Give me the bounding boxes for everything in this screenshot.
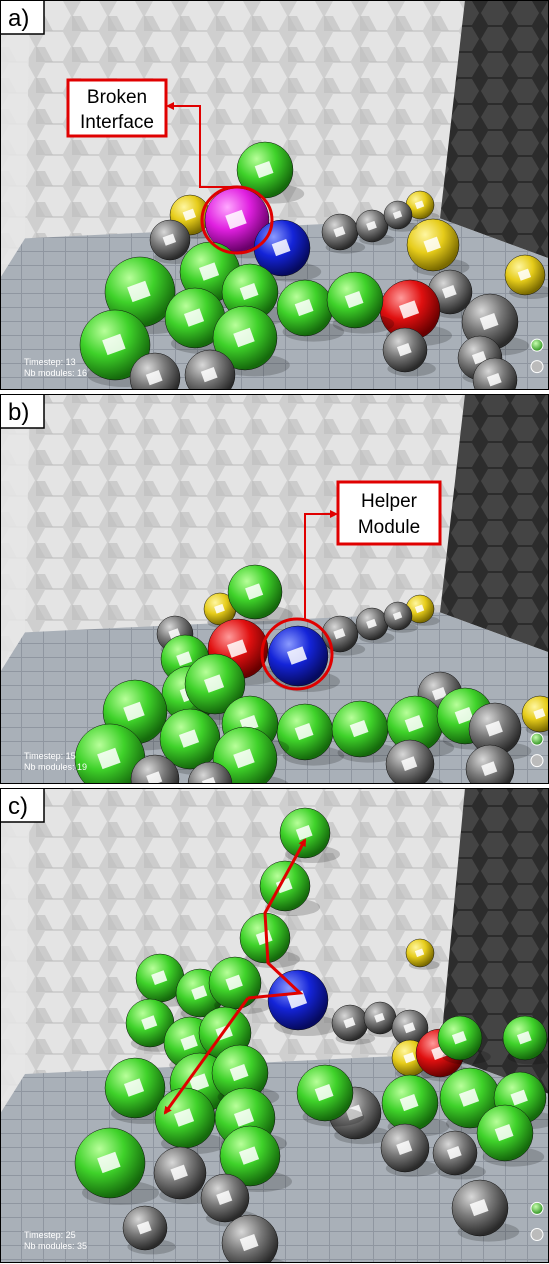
panel: Timestep: 13Nb modules: 16 a) Broken Interf… <box>0 0 549 408</box>
button <box>531 733 543 745</box>
status-text: Nb modules: 35 <box>24 1241 87 1251</box>
panel-label: c) <box>8 793 28 820</box>
button <box>531 755 543 767</box>
annotation: Broken <box>87 87 147 108</box>
panel-label: a) <box>8 5 29 32</box>
figure: Timestep: 13Nb modules: 16 a) Broken Interf… <box>0 0 549 1264</box>
annotation: Helper <box>361 491 418 512</box>
status-text: Timestep: 13 <box>24 357 76 367</box>
page: Timestep: 13Nb modules: 16 a) Broken Interf… <box>0 0 549 1264</box>
panel-label: b) <box>8 399 29 426</box>
status-text: Timestep: 25 <box>24 1230 76 1240</box>
status-text: Nb modules: 19 <box>24 762 87 772</box>
button <box>531 1229 543 1241</box>
annotation: Interface <box>80 112 154 133</box>
button <box>531 1202 543 1214</box>
button <box>531 339 543 351</box>
button <box>531 361 543 373</box>
annotation: Module <box>358 517 420 538</box>
status-text: Nb modules: 16 <box>24 368 87 378</box>
status-text: Timestep: 15 <box>24 751 76 761</box>
